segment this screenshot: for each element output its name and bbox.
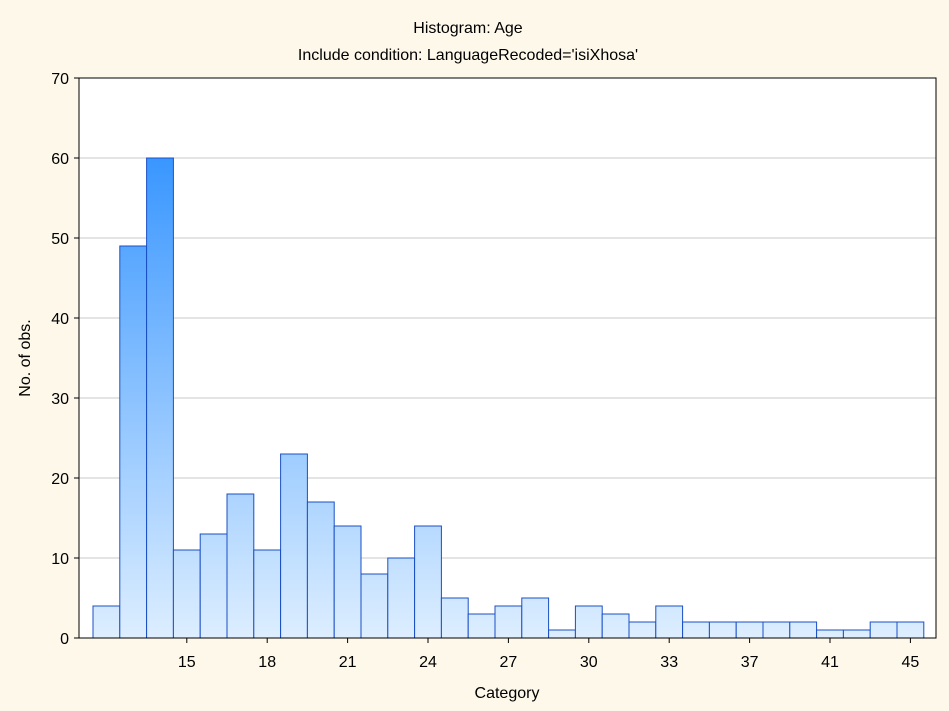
x-axis-label: Category [475,685,540,702]
chart-subtitle: Include condition: LanguageRecoded='isiX… [298,47,638,64]
histogram-bar [414,525,442,639]
x-tick-label: 45 [902,654,920,671]
histogram-bar [762,621,791,639]
y-tick-label: 20 [51,471,69,488]
histogram-bar [360,573,389,639]
histogram-bar [655,605,684,639]
y-tick-label: 30 [51,391,69,408]
x-tick-label: 30 [580,654,598,671]
histogram-bar [467,613,496,639]
bars [92,157,925,639]
y-tick-label: 10 [51,551,69,568]
histogram-bar [119,245,148,639]
histogram-bar [682,621,710,639]
y-axis-label: No. of obs. [17,319,34,396]
histogram-bar [280,453,308,639]
chart-title: Histogram: Age [413,20,522,37]
y-tick-label: 40 [51,311,69,328]
x-tick-label: 15 [178,654,196,671]
histogram-bar [92,605,121,639]
x-tick-label: 41 [821,654,839,671]
histogram-bar [628,621,657,639]
histogram-bar [601,613,630,639]
y-tick-label: 0 [60,631,69,648]
histogram-bar [708,621,737,639]
y-tick-label: 50 [51,231,69,248]
histogram-bar [146,157,174,639]
histogram-bar [199,533,228,639]
histogram-bar [735,621,764,639]
histogram-bar [789,621,818,639]
x-tick-label: 37 [741,654,759,671]
x-tick-label: 24 [419,654,437,671]
histogram-bar [494,605,523,639]
histogram-bar [306,501,335,639]
y-axis-ticks: 0 10 20 30 40 50 60 70 [51,71,79,648]
histogram-bar [333,525,362,639]
histogram-bar [548,629,576,639]
histogram-bar [440,597,469,639]
x-axis-ticks: 1518212427303337414553 [178,638,920,671]
histogram-bar [816,629,844,639]
histogram-bar [387,557,416,639]
histogram-bar [896,621,925,639]
histogram-bar [574,605,603,639]
histogram-bar [226,493,255,639]
x-tick-label: 33 [660,654,678,671]
plot-frame [78,77,937,639]
histogram-bar [253,549,282,639]
x-tick-label: 21 [339,654,357,671]
y-tick-label: 70 [51,71,69,88]
histogram-bar [521,597,550,639]
x-tick-label: 18 [258,654,276,671]
histogram-bar [869,621,898,639]
histogram-bar [842,629,871,639]
histogram-bar [172,549,201,639]
x-tick-label: 27 [500,654,518,671]
y-tick-label: 60 [51,151,69,168]
